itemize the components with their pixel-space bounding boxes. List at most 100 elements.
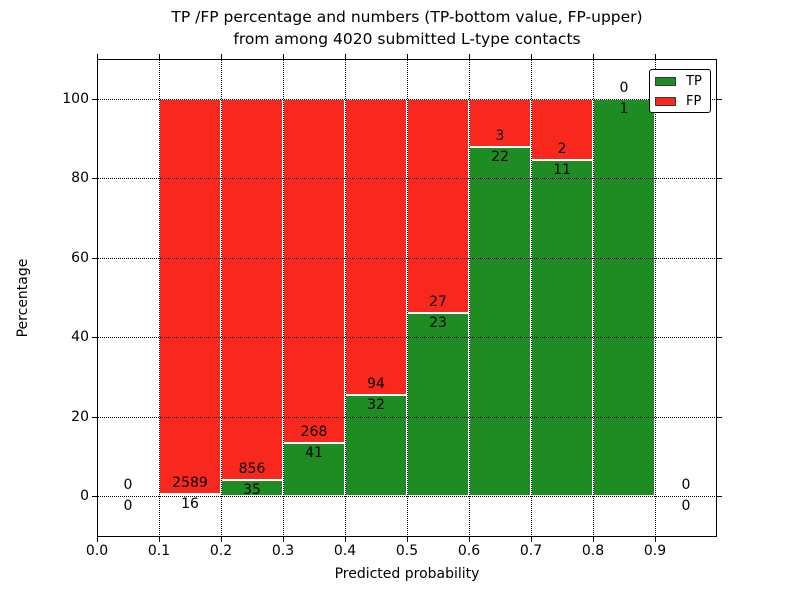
x-tick-mark [283, 54, 284, 59]
y-tick-mark [717, 257, 722, 259]
v-gridline [531, 59, 532, 537]
v-gridline [407, 59, 408, 537]
y-tick-label: 40 [71, 329, 89, 346]
chart-title-line2: from among 4020 submitted L-type contact… [233, 30, 581, 48]
y-tick-mark [92, 337, 97, 339]
x-tick-label: 0.8 [581, 543, 605, 559]
x-tick-mark [221, 54, 222, 59]
v-gridline [655, 59, 656, 537]
fp-bar-segment [283, 99, 345, 444]
legend-label-fp: FP [686, 93, 702, 109]
x-tick-mark [345, 54, 346, 59]
x-tick-mark [469, 54, 470, 59]
fp-count-label: 27 [429, 294, 447, 311]
x-tick-mark [655, 537, 656, 542]
x-tick-mark [283, 537, 284, 542]
y-tick-label: 20 [71, 408, 89, 425]
x-tick-label: 0.3 [271, 543, 295, 559]
x-tick-label: 0.7 [519, 543, 543, 559]
x-tick-mark [593, 537, 594, 542]
v-gridline [159, 59, 160, 537]
v-gridline [345, 59, 346, 537]
y-axis-label: Percentage [15, 258, 31, 338]
x-tick-mark [655, 54, 656, 59]
fp-bar-segment [159, 99, 221, 494]
y-tick-label: 80 [71, 170, 89, 187]
fp-count-label: 268 [300, 424, 328, 441]
tp-bar-segment [593, 99, 655, 496]
fp-count-label: 2589 [172, 474, 208, 491]
fp-bar-segment [469, 99, 531, 147]
v-gridline [469, 59, 470, 537]
chart-title: TP /FP percentage and numbers (TP-bottom… [97, 6, 717, 50]
v-gridline [283, 59, 284, 537]
fp-count-label: 3 [495, 127, 505, 144]
tp-count-label: 23 [429, 315, 447, 332]
plot-area: 0.0 0.1 0.2 0.3 0.4 0.5 0.6 0.7 0.8 0.9 0 20 40 60 80 1… [62, 54, 722, 559]
tp-bar-segment [531, 160, 593, 496]
tp-count-label: 41 [305, 445, 323, 462]
y-tick-mark [717, 178, 722, 180]
fp-count-label: 0 [123, 477, 133, 493]
x-tick-mark [159, 54, 160, 59]
y-tick-mark [92, 416, 97, 418]
tp-count-label: 11 [553, 162, 571, 179]
x-tick-mark [159, 537, 160, 542]
y-tick-mark [717, 496, 722, 497]
fp-count-label: 94 [367, 376, 385, 393]
legend-label-tp: TP [686, 73, 702, 89]
tp-count-label: 0 [681, 498, 691, 514]
fp-count-label: 2 [557, 141, 567, 158]
x-tick-mark [97, 537, 98, 542]
chart-title-line1: TP /FP percentage and numbers (TP-bottom… [171, 8, 643, 26]
x-tick-mark [593, 54, 594, 59]
fp-bar-segment [221, 99, 283, 481]
y-tick-label: 100 [62, 91, 89, 107]
x-tick-mark [531, 54, 532, 59]
legend: TP FP [649, 69, 711, 113]
x-tick-label: 0.2 [209, 543, 233, 559]
y-tick-mark [92, 257, 97, 259]
fp-count-label: 0 [681, 477, 691, 493]
y-tick-label: 0 [80, 488, 89, 504]
tp-bar-segment [407, 313, 469, 496]
v-gridline [593, 59, 594, 537]
x-tick-mark [531, 537, 532, 542]
tp-count-label: 22 [491, 148, 509, 165]
x-axis-label: Predicted probability [334, 566, 480, 582]
x-tick-label: 0.6 [457, 543, 481, 559]
fp-bar-segment [345, 99, 407, 396]
y-tick-mark [92, 99, 97, 100]
tp-bar-segment [345, 395, 407, 496]
y-tick-mark [92, 496, 97, 497]
tp-legend-swatch-icon [655, 76, 676, 86]
tp-count-label: 0 [123, 498, 133, 514]
x-tick-label: 0.1 [147, 543, 171, 559]
x-tick-mark [97, 54, 98, 59]
tp-count-label: 35 [243, 482, 261, 499]
x-tick-mark [345, 537, 346, 542]
x-tick-label: 0.0 [85, 543, 109, 559]
x-tick-mark [407, 54, 408, 59]
legend-row-tp: TP [655, 73, 705, 90]
fp-count-label: 856 [238, 461, 266, 478]
x-tick-mark [407, 537, 408, 542]
tp-count-label: 32 [367, 397, 385, 414]
x-tick-label: 0.5 [395, 543, 419, 559]
y-tick-mark [717, 99, 722, 100]
legend-row-fp: FP [655, 93, 705, 110]
fp-bar-segment [407, 99, 469, 314]
x-tick-label: 0.9 [643, 543, 667, 559]
x-tick-mark [221, 537, 222, 542]
fp-count-label: 0 [619, 80, 629, 96]
tp-count-label: 16 [181, 495, 199, 512]
tp-count-label: 1 [619, 101, 629, 117]
y-tick-mark [717, 337, 722, 339]
y-tick-label: 60 [71, 249, 89, 266]
y-tick-mark [92, 178, 97, 180]
v-gridline [221, 59, 222, 537]
tp-bar-segment [469, 146, 531, 496]
fp-legend-swatch-icon [655, 96, 676, 106]
x-tick-label: 0.4 [333, 543, 357, 559]
